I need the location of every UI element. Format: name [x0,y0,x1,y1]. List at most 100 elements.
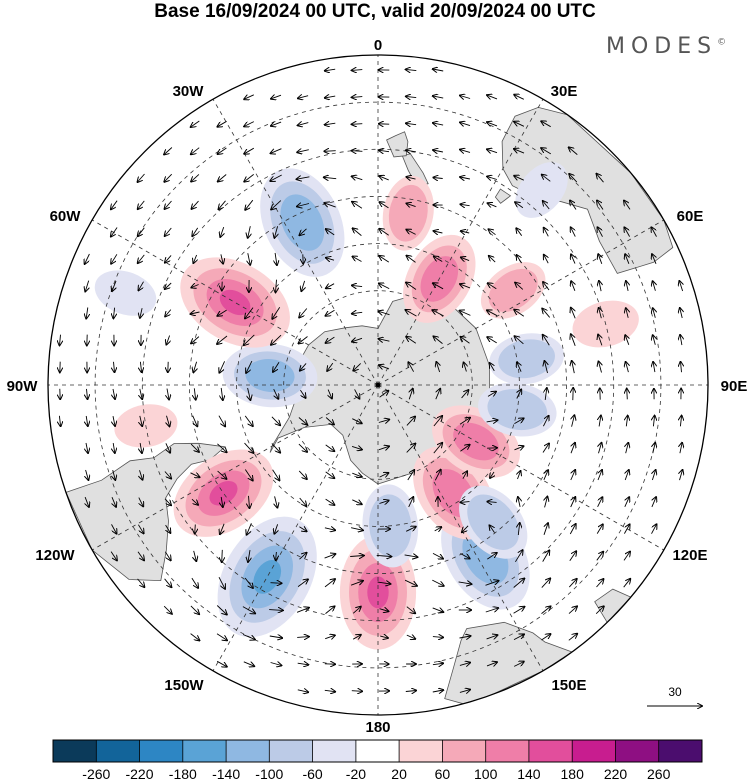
wind-vector-icon [515,283,524,290]
brand-copyright: © [717,37,727,48]
wind-vector-icon [379,609,389,612]
wind-vector-icon [490,363,495,372]
meridian-line [212,384,379,671]
wind-vector-icon [298,443,307,452]
wind-vector-icon [113,307,114,319]
wind-vector-icon [486,635,498,639]
wind-vector-icon [541,634,551,641]
wind-vector-icon [325,69,336,71]
wind-vector-icon [244,121,255,127]
meridian-line [377,99,544,386]
wind-vector-icon [165,200,172,209]
wind-vector-icon [623,552,630,561]
wind-vector-icon [435,389,440,400]
reference-vector-label: 30 [668,685,682,699]
wind-vector-icon [488,283,497,290]
wind-vector-icon [275,252,277,265]
wind-vector-icon [244,174,254,181]
wind-vector-icon [299,527,306,532]
colorbar-swatch [182,740,227,762]
wind-vector-icon [459,690,470,693]
colorbar-tick-label: 20 [391,766,407,782]
wind-vector-icon [406,527,416,532]
wind-vector-icon [460,284,471,288]
wind-vector-icon [406,69,417,70]
wind-vector-icon [571,334,576,346]
wind-vector-icon [274,226,277,238]
wind-vector-icon [624,201,631,210]
wind-vector-icon [191,285,199,288]
wind-vector-icon [351,691,362,692]
wind-vector-icon [624,227,630,237]
wind-vector-icon [271,95,282,99]
wind-vector-icon [433,123,444,125]
wind-vector-icon [406,123,417,124]
wind-vector-icon [515,202,524,209]
wind-vector-icon [653,308,656,318]
wind-vector-icon [272,469,280,481]
wind-vector-icon [433,178,443,179]
wind-vector-icon [300,363,307,370]
wind-vector-icon [571,281,575,291]
anomaly-contour [467,494,520,550]
colorbar-tick-label: -100 [255,766,283,782]
wind-vector-icon [140,470,143,479]
wind-vector-icon [433,283,444,290]
wind-vector-icon [541,148,552,155]
wind-vector-icon [598,227,603,237]
wind-vector-icon [460,445,469,452]
wind-vector-icon [541,121,551,128]
wind-vector-icon [652,497,656,508]
wind-vector-icon [517,255,522,264]
wind-vector-icon [325,606,335,614]
wind-vector-icon [597,174,604,183]
anomaly-contour [388,184,428,242]
wind-vector-icon [407,177,416,179]
wind-vector-icon [598,470,602,481]
wind-vector-icon [514,149,525,153]
wind-vector-icon [653,335,656,345]
wind-vector-icon [86,307,88,319]
wind-vector-icon [270,663,282,666]
wind-vector-icon [379,473,389,477]
wind-vector-icon [460,122,471,125]
wind-vector-icon [114,361,115,372]
wind-vector-icon [514,176,524,180]
wind-vector-icon [542,416,548,427]
anomaly-cell [382,175,434,251]
wind-vector-icon [272,306,281,319]
wind-vector-icon [406,606,415,614]
wind-vector-icon [216,605,227,615]
wind-vector-icon [544,255,548,264]
wind-vector-icon [165,255,172,262]
tasmania-land [494,188,512,204]
latitude-circle [236,243,520,527]
wind-vector-icon [221,496,223,507]
wind-vector-icon [195,524,196,534]
lon-label-180: 180 [365,719,390,736]
wind-vector-icon [217,443,226,452]
wind-vector-icon [545,497,548,508]
wind-vector-icon [352,285,363,286]
wind-vector-icon [297,150,309,153]
wind-vector-icon [544,228,549,237]
wind-vector-icon [301,280,304,291]
anomaly-contour [488,268,538,312]
meridian-line [212,99,379,386]
wind-vector-icon [165,309,172,317]
wind-vector-icon [248,387,251,400]
wind-vector-icon [432,310,444,317]
wind-vector-icon [248,253,250,265]
wind-vector-icon [164,471,171,479]
wind-vector-icon [571,443,575,454]
wind-vector-icon [273,389,279,399]
wind-vector-icon [247,523,252,534]
wind-vector-icon [271,148,282,154]
wind-vector-icon [193,361,196,373]
south-pole-marker [375,382,381,388]
wind-vector-icon [404,579,417,586]
wind-vector-icon [85,496,89,507]
colorbar-tick-label: -60 [302,766,322,782]
brand-logo: MODES© [606,34,726,59]
colorbar-swatch [442,740,487,762]
